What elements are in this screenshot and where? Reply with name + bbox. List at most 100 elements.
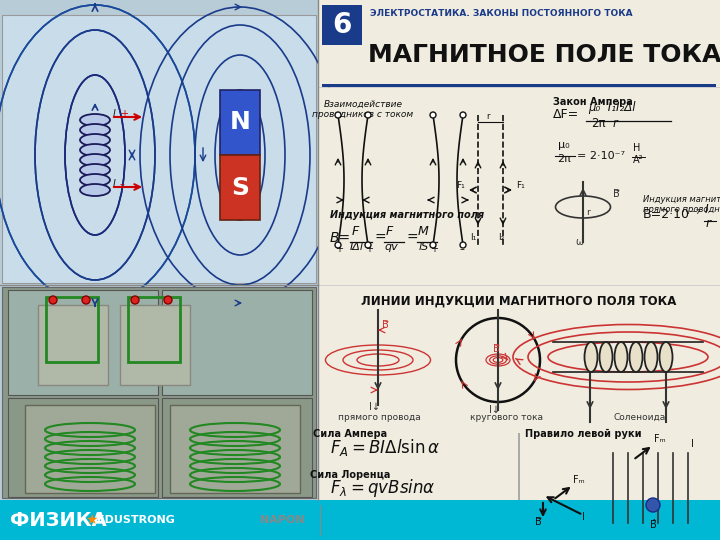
Text: NAPON: NAPON	[260, 515, 305, 525]
Text: F₁: F₁	[516, 181, 525, 190]
Ellipse shape	[660, 342, 672, 372]
Circle shape	[460, 242, 466, 248]
Text: lS: lS	[419, 242, 429, 252]
Text: B⃗: B⃗	[493, 344, 500, 354]
Ellipse shape	[80, 174, 110, 186]
Text: Взаимодействие
проводников с током: Взаимодействие проводников с током	[312, 100, 413, 119]
Bar	[322, 5, 362, 45]
Text: H: H	[633, 143, 640, 153]
Text: ЭЛЕКТРОСТАТИКА. ЗАКОНЫ ПОСТОЯННОГО ТОКА: ЭЛЕКТРОСТАТИКА. ЗАКОНЫ ПОСТОЯННОГО ТОКА	[370, 10, 633, 18]
Text: Соленоида: Соленоида	[613, 413, 665, 422]
Circle shape	[365, 242, 371, 248]
Ellipse shape	[80, 164, 110, 176]
Text: I: I	[691, 439, 694, 449]
Text: Индукция магнитного поля
прямого проводника с током: Индукция магнитного поля прямого проводн…	[643, 195, 720, 214]
Ellipse shape	[80, 124, 110, 136]
Circle shape	[49, 296, 57, 304]
Text: EDUSTRONG: EDUSTRONG	[97, 515, 175, 525]
Text: кругового тока: кругового тока	[470, 413, 543, 422]
Ellipse shape	[80, 154, 110, 166]
Text: I₁: I₁	[470, 233, 476, 242]
Text: 2π: 2π	[557, 154, 571, 164]
Ellipse shape	[629, 342, 642, 372]
Bar	[8, 290, 158, 395]
Text: F₁: F₁	[456, 181, 464, 190]
Text: 6: 6	[333, 11, 351, 39]
Circle shape	[82, 296, 90, 304]
Text: μ₀: μ₀	[558, 140, 570, 150]
Text: S: S	[231, 176, 249, 200]
Text: =: =	[374, 231, 386, 245]
Text: F: F	[386, 225, 393, 238]
Text: ФИЗИКА: ФИЗИКА	[10, 510, 107, 530]
Bar	[518, 433, 520, 540]
Text: r: r	[586, 208, 590, 217]
Bar	[128, 297, 180, 362]
Text: ★: ★	[85, 513, 97, 527]
Bar	[170, 405, 300, 493]
Text: IΔl: IΔl	[350, 242, 364, 252]
Text: $F_A=BI\Delta l\sin\alpha$: $F_A=BI\Delta l\sin\alpha$	[330, 437, 440, 458]
Bar	[25, 405, 155, 493]
Bar	[162, 290, 312, 395]
Ellipse shape	[80, 114, 110, 126]
Bar	[0, 500, 720, 540]
Text: A²: A²	[633, 155, 644, 165]
Text: F: F	[352, 225, 359, 238]
Circle shape	[131, 296, 139, 304]
Text: I: I	[705, 203, 708, 216]
Text: M: M	[418, 225, 428, 238]
Text: Индукция магнитного поля: Индукция магнитного поля	[330, 210, 484, 220]
FancyBboxPatch shape	[220, 90, 260, 155]
Text: –: –	[120, 179, 125, 189]
Circle shape	[460, 112, 466, 118]
Bar	[8, 398, 158, 497]
Text: =: =	[406, 231, 418, 245]
Text: μ₀  I₁I₂Δl: μ₀ I₁I₂Δl	[588, 101, 636, 114]
Text: B=: B=	[330, 231, 351, 245]
Bar	[322, 84, 716, 86]
Ellipse shape	[614, 342, 628, 372]
Circle shape	[646, 498, 660, 512]
Text: +: +	[335, 244, 343, 254]
Circle shape	[335, 242, 341, 248]
Text: qv: qv	[384, 242, 397, 252]
Text: r: r	[613, 117, 618, 130]
Bar	[318, 87, 720, 285]
Circle shape	[430, 242, 436, 248]
Text: +: +	[430, 244, 438, 254]
Text: МАГНИТНОЕ ПОЛЕ ТОКА: МАГНИТНОЕ ПОЛЕ ТОКА	[368, 43, 720, 67]
Text: Закон Ампера: Закон Ампера	[553, 97, 633, 107]
Text: I: I	[582, 512, 585, 522]
Bar	[318, 0, 720, 87]
Circle shape	[430, 112, 436, 118]
Text: прямого провода: прямого провода	[338, 413, 420, 422]
Text: B⃗: B⃗	[613, 189, 620, 199]
Text: ЛИНИИ ИНДУКЦИИ МАГНИТНОГО ПОЛЯ ТОКА: ЛИНИИ ИНДУКЦИИ МАГНИТНОГО ПОЛЯ ТОКА	[361, 295, 677, 308]
Text: I↓: I↓	[369, 402, 379, 412]
Text: Сила Ампера: Сила Ампера	[313, 429, 387, 439]
Text: ΔF=: ΔF=	[553, 108, 580, 121]
Text: +: +	[365, 244, 373, 254]
Circle shape	[365, 112, 371, 118]
Text: B=2·10⁻⁷: B=2·10⁻⁷	[643, 208, 701, 221]
Bar	[2, 287, 316, 498]
Text: B⃗: B⃗	[382, 320, 389, 330]
Text: 2π: 2π	[591, 117, 606, 130]
Text: F̄ₘ: F̄ₘ	[573, 475, 585, 485]
Ellipse shape	[80, 144, 110, 156]
Bar	[46, 297, 98, 362]
Text: B̂: B̂	[649, 520, 657, 530]
Text: F̄ₘ: F̄ₘ	[654, 434, 665, 444]
Text: I: I	[113, 179, 116, 189]
Text: $F_{\lambda}=qvBsin\alpha$: $F_{\lambda}=qvBsin\alpha$	[330, 477, 436, 499]
Ellipse shape	[80, 134, 110, 146]
Bar	[2, 15, 316, 283]
Ellipse shape	[585, 342, 598, 372]
Text: Правило левой руки: Правило левой руки	[525, 429, 642, 439]
Text: N: N	[230, 110, 251, 134]
Text: = 2·10⁻⁷: = 2·10⁻⁷	[577, 151, 625, 161]
Bar	[38, 305, 108, 385]
Text: Сила Лоренца: Сила Лоренца	[310, 470, 390, 480]
Ellipse shape	[644, 342, 657, 372]
